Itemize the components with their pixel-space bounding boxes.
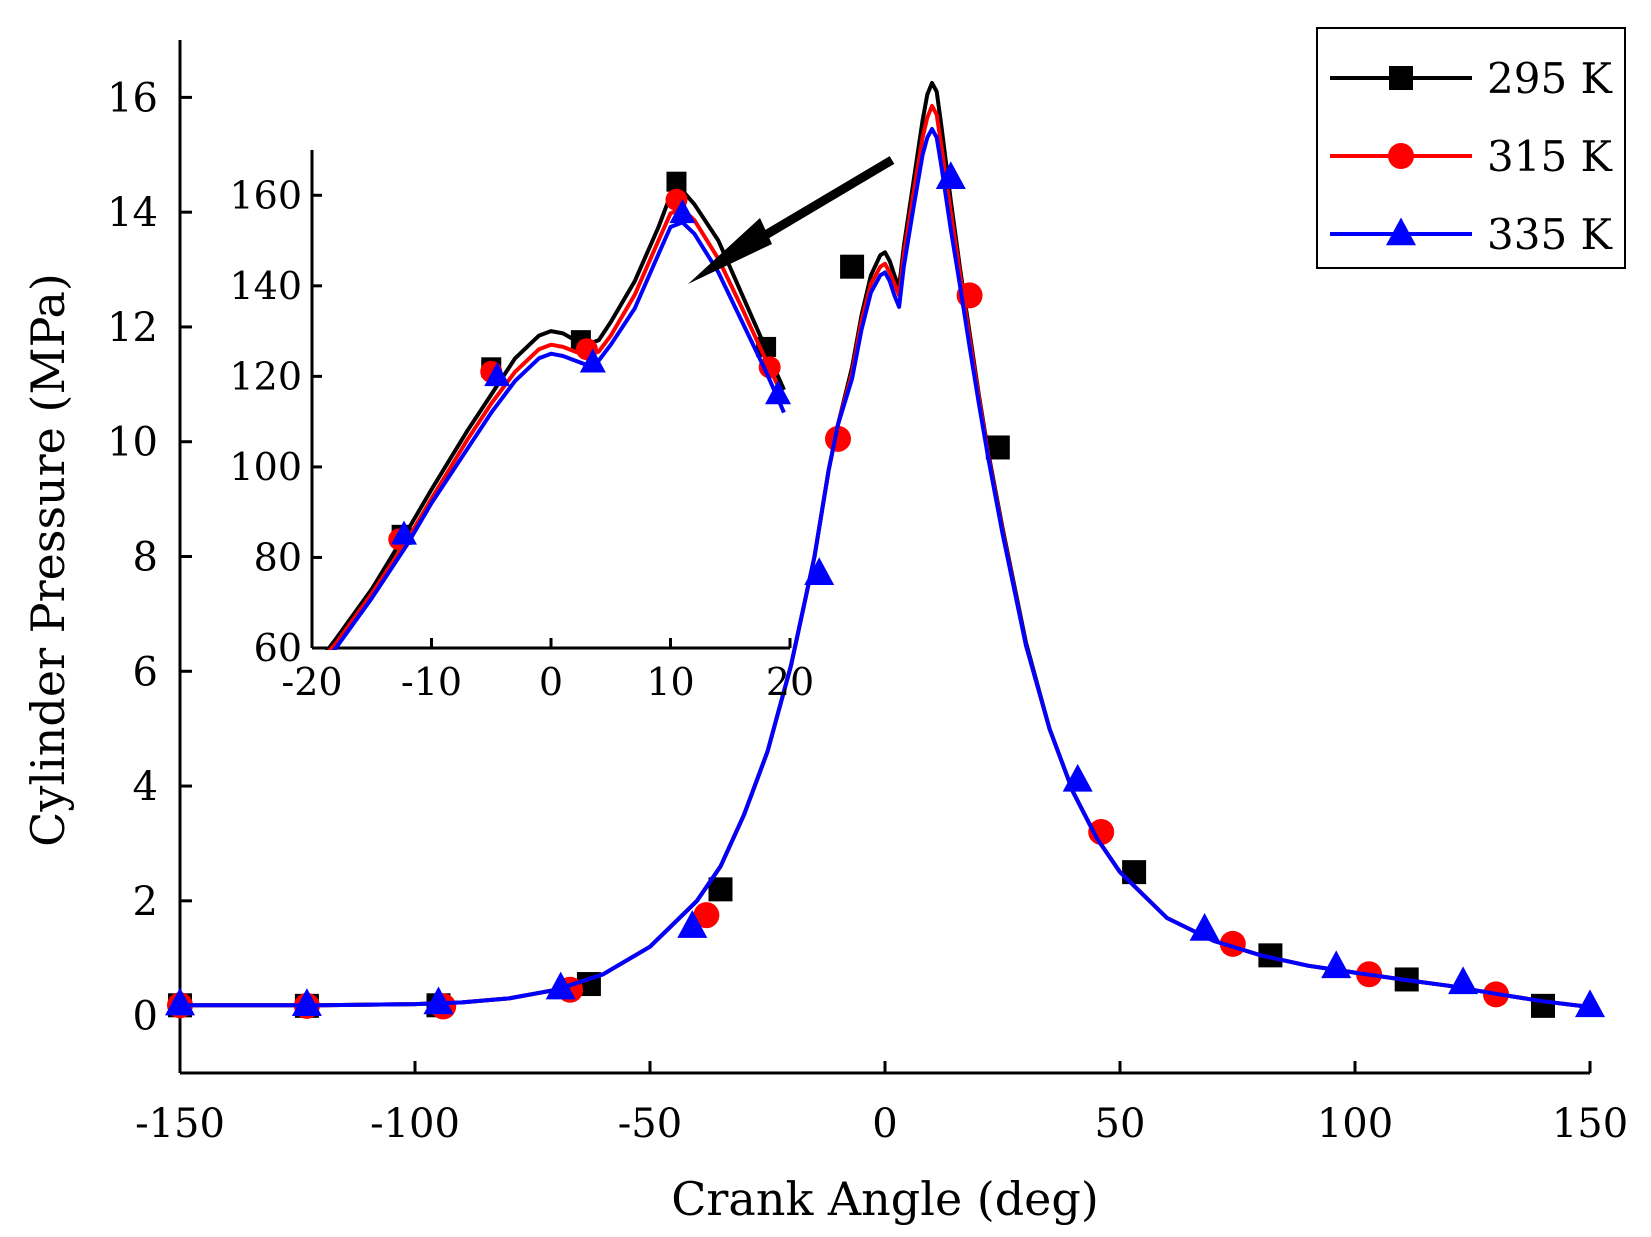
x-tick-label: 100: [1317, 1101, 1393, 1147]
x-tick-label: 150: [1552, 1101, 1628, 1147]
inset-y-tick-label: 140: [229, 264, 302, 308]
inset-x-tick-label: 20: [766, 660, 814, 704]
data-point-295-k: [1122, 860, 1147, 885]
data-point-335-k: [545, 971, 576, 1000]
main-y-ticks: 0 2 4 6 8 10 12 14 16: [107, 75, 192, 1040]
inset-series: [325, 171, 792, 650]
legend-label-295-k: 295 K: [1487, 54, 1614, 103]
data-point-335-k: [677, 910, 708, 938]
data-point-335-k: [1062, 763, 1093, 792]
inset-data-point-335-k: [765, 380, 792, 405]
data-point-335-k: [423, 986, 454, 1015]
x-axis-title: Crank Angle (deg): [671, 1172, 1099, 1226]
x-tick-label: -50: [618, 1101, 682, 1147]
inset-data-point-335-k: [391, 520, 418, 545]
inset-x-tick-label: 10: [646, 660, 694, 704]
inset-series-line-315-k: [327, 206, 786, 650]
y-tick-label: 6: [133, 649, 158, 695]
data-point-295-k: [1531, 993, 1555, 1018]
legend-label-335-k: 335 K: [1487, 210, 1614, 259]
y-axis-title: Cylinder Pressure (MPa): [21, 273, 75, 847]
legend-entry-315-k: 315 K: [1330, 132, 1614, 181]
data-point-335-k: [291, 988, 322, 1016]
data-point-335-k: [935, 161, 966, 189]
y-tick-label: 12: [107, 305, 158, 351]
data-point-335-k: [1321, 950, 1352, 979]
y-tick-label: 10: [107, 420, 158, 466]
data-point-335-k: [165, 987, 195, 1016]
data-point-315-k: [825, 425, 851, 452]
y-tick-label: 4: [133, 764, 158, 810]
inset-x-tick-label: -10: [401, 660, 462, 704]
main-series: [165, 81, 1605, 1020]
x-tick-label: -150: [135, 1101, 225, 1147]
inset-data-point-335-k: [669, 199, 696, 224]
data-point-315-k: [693, 902, 720, 929]
data-point-335-k: [1575, 989, 1605, 1018]
inset-x-ticks: -20 -10 0 10 20: [281, 638, 814, 704]
data-point-335-k: [1189, 913, 1220, 941]
x-tick-label: 50: [1095, 1101, 1146, 1147]
legend-entry-295-k: 295 K: [1330, 54, 1614, 103]
inset-data-point-335-k: [579, 348, 606, 373]
y-tick-label: 8: [133, 535, 158, 581]
main-x-ticks: -150 -100 -50 0 50 100 150: [135, 1061, 1628, 1147]
legend-marker-295-k: [1389, 66, 1413, 90]
legend: 295 K 315 K 335 K: [1316, 27, 1626, 269]
x-tick-label: 0: [872, 1101, 897, 1147]
inset-y-tick-label: 100: [229, 445, 302, 489]
x-tick-label: -100: [370, 1101, 460, 1147]
inset-y-tick-label: 160: [229, 173, 302, 217]
inset-y-tick-label: 120: [229, 354, 302, 398]
legend-marker-315-k: [1388, 143, 1414, 169]
inset-data-point-295-k: [666, 171, 687, 192]
legend-entries: 295 K 315 K 335 K: [1330, 54, 1614, 259]
inset-plot: -20 -10 0 10 20 60 80 100 120 140 160: [229, 150, 814, 704]
series-line-335-k: [180, 127, 1591, 1009]
y-tick-label: 16: [107, 75, 158, 121]
inset-y-tick-label: 60: [254, 626, 302, 670]
inset-series-line-335-k: [331, 220, 786, 650]
inset-data-point-335-k: [484, 362, 511, 387]
data-point-335-k: [804, 557, 835, 585]
y-tick-label: 0: [133, 994, 158, 1040]
legend-entry-335-k: 335 K: [1330, 210, 1614, 259]
inset-y-tick-label: 80: [254, 535, 302, 579]
legend-box: [1316, 27, 1626, 269]
inset-x-tick-label: 0: [539, 660, 563, 704]
y-tick-label: 2: [133, 879, 158, 925]
data-point-295-k: [840, 254, 865, 279]
data-point-335-k: [1448, 966, 1479, 995]
arrow-head: [688, 218, 772, 284]
inset-y-ticks: 60 80 100 120 140 160: [229, 173, 322, 670]
zoom-arrow: [688, 156, 895, 284]
y-tick-label: 14: [107, 190, 158, 236]
inset-data-point-315-k: [758, 356, 781, 379]
inset-x-tick-label: -20: [281, 660, 342, 704]
legend-marker-335-k: [1386, 217, 1416, 246]
legend-label-315-k: 315 K: [1487, 132, 1614, 181]
